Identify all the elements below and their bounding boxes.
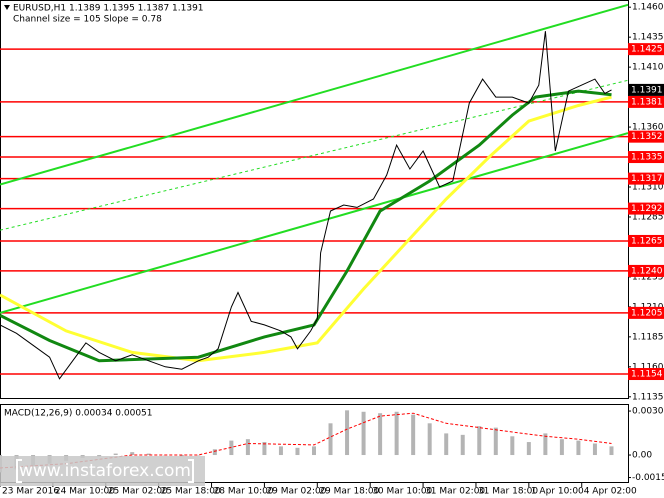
level-label: 1.1335	[631, 153, 663, 163]
macd-bar	[295, 447, 300, 456]
y-tick-label: 1.1185	[632, 332, 664, 342]
x-tick-label: 1 Apr 10:00	[531, 487, 584, 497]
y-tick-label: -0.00156	[632, 473, 664, 483]
macd-bar	[592, 443, 597, 456]
watermark-text: www.instaforex.com	[19, 461, 191, 481]
macd-bar	[179, 455, 184, 457]
macd-bar	[130, 452, 135, 456]
macd-bar	[345, 410, 350, 456]
macd-bar	[444, 433, 449, 456]
level-label: 1.1381	[631, 97, 663, 107]
last-price-box	[628, 83, 664, 96]
level-label-box	[628, 368, 664, 381]
x-tick-label: 4 Apr 02:00	[584, 487, 637, 497]
y-tick-label: 1.1285	[632, 212, 664, 222]
series-line	[0, 132, 629, 314]
macd-bar	[97, 455, 102, 457]
y-tick-label: 1.1410	[632, 63, 664, 73]
macd-bar	[427, 423, 432, 456]
level-label: 1.1317	[631, 174, 663, 184]
level-label-box	[628, 306, 664, 319]
main-frame	[0, 0, 629, 399]
chart-title: EURUSD,H1 1.1389 1.1395 1.1387 1.1391	[13, 4, 204, 14]
x-tick-label: 29 Mar 02:00	[266, 487, 326, 497]
y-tick-label: 1.1235	[632, 272, 664, 282]
series-line	[0, 31, 612, 380]
watermark-bracket	[16, 459, 194, 483]
y-tick-label: 0.00305	[632, 407, 664, 417]
macd-bar	[576, 440, 581, 456]
watermark: www.instaforex.com	[0, 456, 205, 486]
level-label-box	[628, 234, 664, 247]
macd-bar	[477, 426, 482, 456]
macd-bar	[245, 439, 250, 456]
macd-bar	[113, 453, 118, 456]
level-label-box	[628, 264, 664, 277]
macd-bar	[196, 455, 201, 456]
macd-bar	[493, 427, 498, 456]
x-tick-label: 24 Mar 10:00	[55, 487, 115, 497]
x-tick-label: 25 Mar 02:00	[108, 487, 168, 497]
last-price-label: 1.1391	[631, 85, 663, 95]
y-tick-label: 1.1310	[632, 183, 664, 193]
level-label-box	[628, 202, 664, 215]
y-tick-label: 1.1160	[632, 362, 664, 372]
level-label: 1.1154	[631, 370, 663, 380]
level-label: 1.1292	[631, 204, 663, 214]
level-label: 1.1240	[631, 266, 663, 276]
menu-icon	[4, 5, 10, 10]
y-tick-label: 1.1460	[632, 3, 664, 13]
macd-bar	[543, 433, 548, 456]
level-label-box	[628, 151, 664, 164]
x-tick-label: 25 Mar 18:00	[161, 487, 221, 497]
x-tick-label: 29 Mar 18:00	[319, 487, 379, 497]
macd-title: MACD(12,26,9) 0.00034 0.00051	[4, 409, 153, 419]
macd-bar	[278, 446, 283, 456]
macd-bar	[609, 446, 614, 456]
level-label: 1.1352	[631, 132, 663, 142]
y-tick-label: 1.1360	[632, 123, 664, 133]
x-tick-label: 31 Mar 02:00	[425, 487, 485, 497]
macd-bar	[328, 423, 333, 456]
level-label-box	[628, 130, 664, 143]
x-tick-label: 28 Mar 10:00	[214, 487, 274, 497]
macd-bar	[411, 414, 416, 456]
macd-bar	[510, 436, 515, 456]
level-label: 1.1265	[631, 236, 663, 246]
macd-bar	[559, 439, 564, 456]
macd-bar	[146, 453, 151, 456]
macd-bar	[361, 411, 366, 456]
watermark-box	[0, 456, 205, 486]
macd-bar	[394, 411, 399, 456]
macd-bar	[312, 446, 316, 456]
level-label-box	[628, 43, 664, 56]
level-label: 1.1205	[631, 308, 663, 318]
macd-frame	[0, 404, 629, 483]
y-tick-label: 0.00	[632, 451, 652, 461]
macd-bar	[460, 434, 465, 456]
series-line	[0, 3, 629, 186]
level-label: 1.1425	[631, 45, 663, 55]
series-line	[0, 95, 612, 363]
y-tick-label: 1.1435	[632, 33, 664, 43]
x-tick-label: 23 Mar 2016	[2, 487, 59, 497]
macd-bar	[212, 449, 217, 456]
x-tick-label: 30 Mar 10:00	[372, 487, 432, 497]
macd-bar	[378, 413, 383, 456]
macd-bar	[526, 442, 531, 456]
series-line	[0, 89, 612, 363]
chart-subtitle: Channel size = 105 Slope = 0.78	[13, 15, 162, 25]
y-tick-label: 1.1135	[632, 392, 664, 402]
level-label-box	[628, 95, 664, 108]
level-label-box	[628, 172, 664, 185]
macd-bar	[262, 442, 267, 456]
x-tick-label: 31 Mar 18:00	[478, 487, 538, 497]
